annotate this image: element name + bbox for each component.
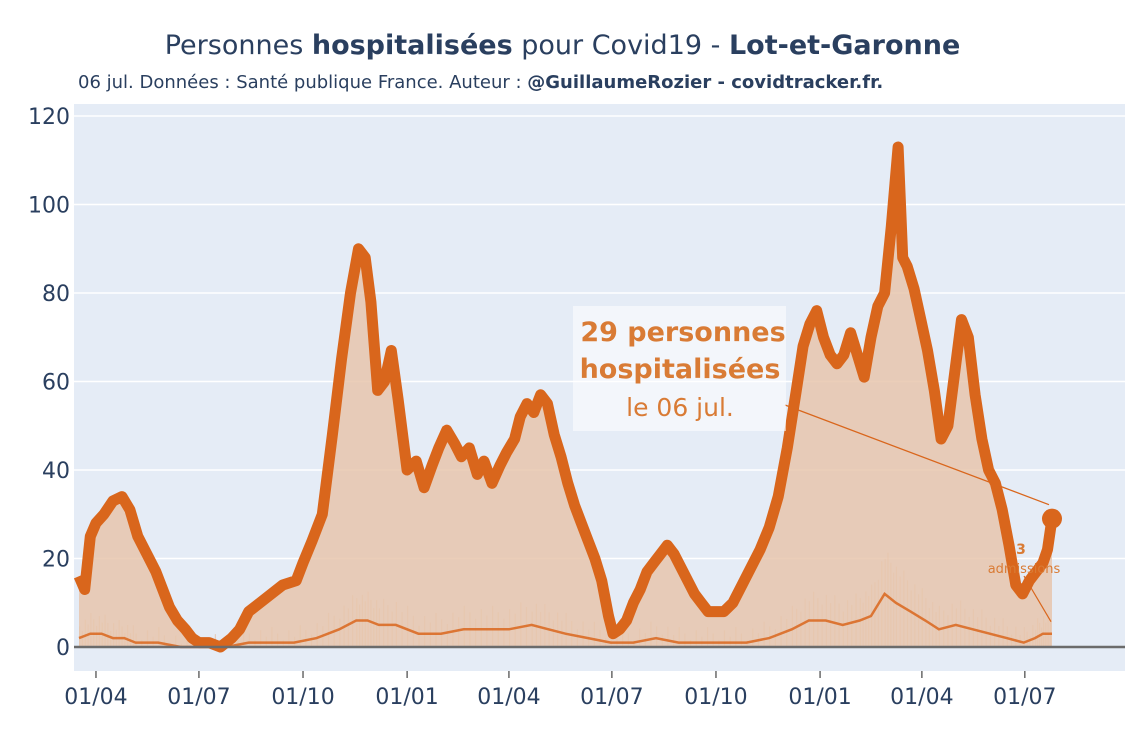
x-tick-label: 01/04 (890, 685, 953, 710)
small-annotation-value: 3 (1016, 542, 1026, 558)
y-tick-label: 80 (42, 282, 70, 307)
y-axis-ticks: 0 20 40 60 80 100 120 (28, 105, 70, 661)
annotation-box (573, 306, 786, 431)
hospitalised-line (73, 141, 1058, 653)
x-tick-label: 01/07 (167, 685, 230, 710)
x-tick-label: 01/07 (993, 685, 1056, 710)
x-tick-label: 01/04 (64, 685, 127, 710)
x-tick-label: 01/10 (684, 685, 747, 710)
last-point-marker (1042, 508, 1062, 529)
annotation-date: le 06 jul. (626, 393, 734, 422)
x-tick-label: 01/01 (788, 685, 851, 710)
chart-subtitle: 06 jul. Données : Santé publique France.… (78, 72, 884, 93)
annotation-leader-small (1023, 575, 1052, 623)
annotation-label: hospitalisées (580, 354, 781, 385)
y-tick-label: 40 (42, 459, 70, 484)
y-tick-label: 60 (42, 371, 70, 396)
small-annotation-label: admissions (988, 562, 1061, 577)
annotations: 29 personnes hospitalisées le 06 jul. 3 … (573, 306, 1062, 623)
x-axis-ticks: 01/04 01/07 01/10 01/01 01/04 01/07 01/10 01/01… (64, 671, 1057, 710)
x-tick-label: 01/10 (271, 685, 334, 710)
x-tick-label: 01/07 (580, 685, 643, 710)
y-tick-label: 20 (42, 548, 70, 573)
y-tick-label: 120 (28, 105, 70, 130)
y-tick-label: 0 (56, 636, 70, 661)
x-tick-label: 01/01 (375, 685, 438, 710)
annotation-leader-main (784, 404, 1050, 506)
chart-title: Personnes hospitalisées pour Covid19 - L… (164, 30, 961, 61)
annotation-value: 29 personnes (580, 317, 785, 348)
x-tick-label: 01/04 (477, 685, 540, 710)
y-tick-label: 100 (28, 194, 70, 219)
